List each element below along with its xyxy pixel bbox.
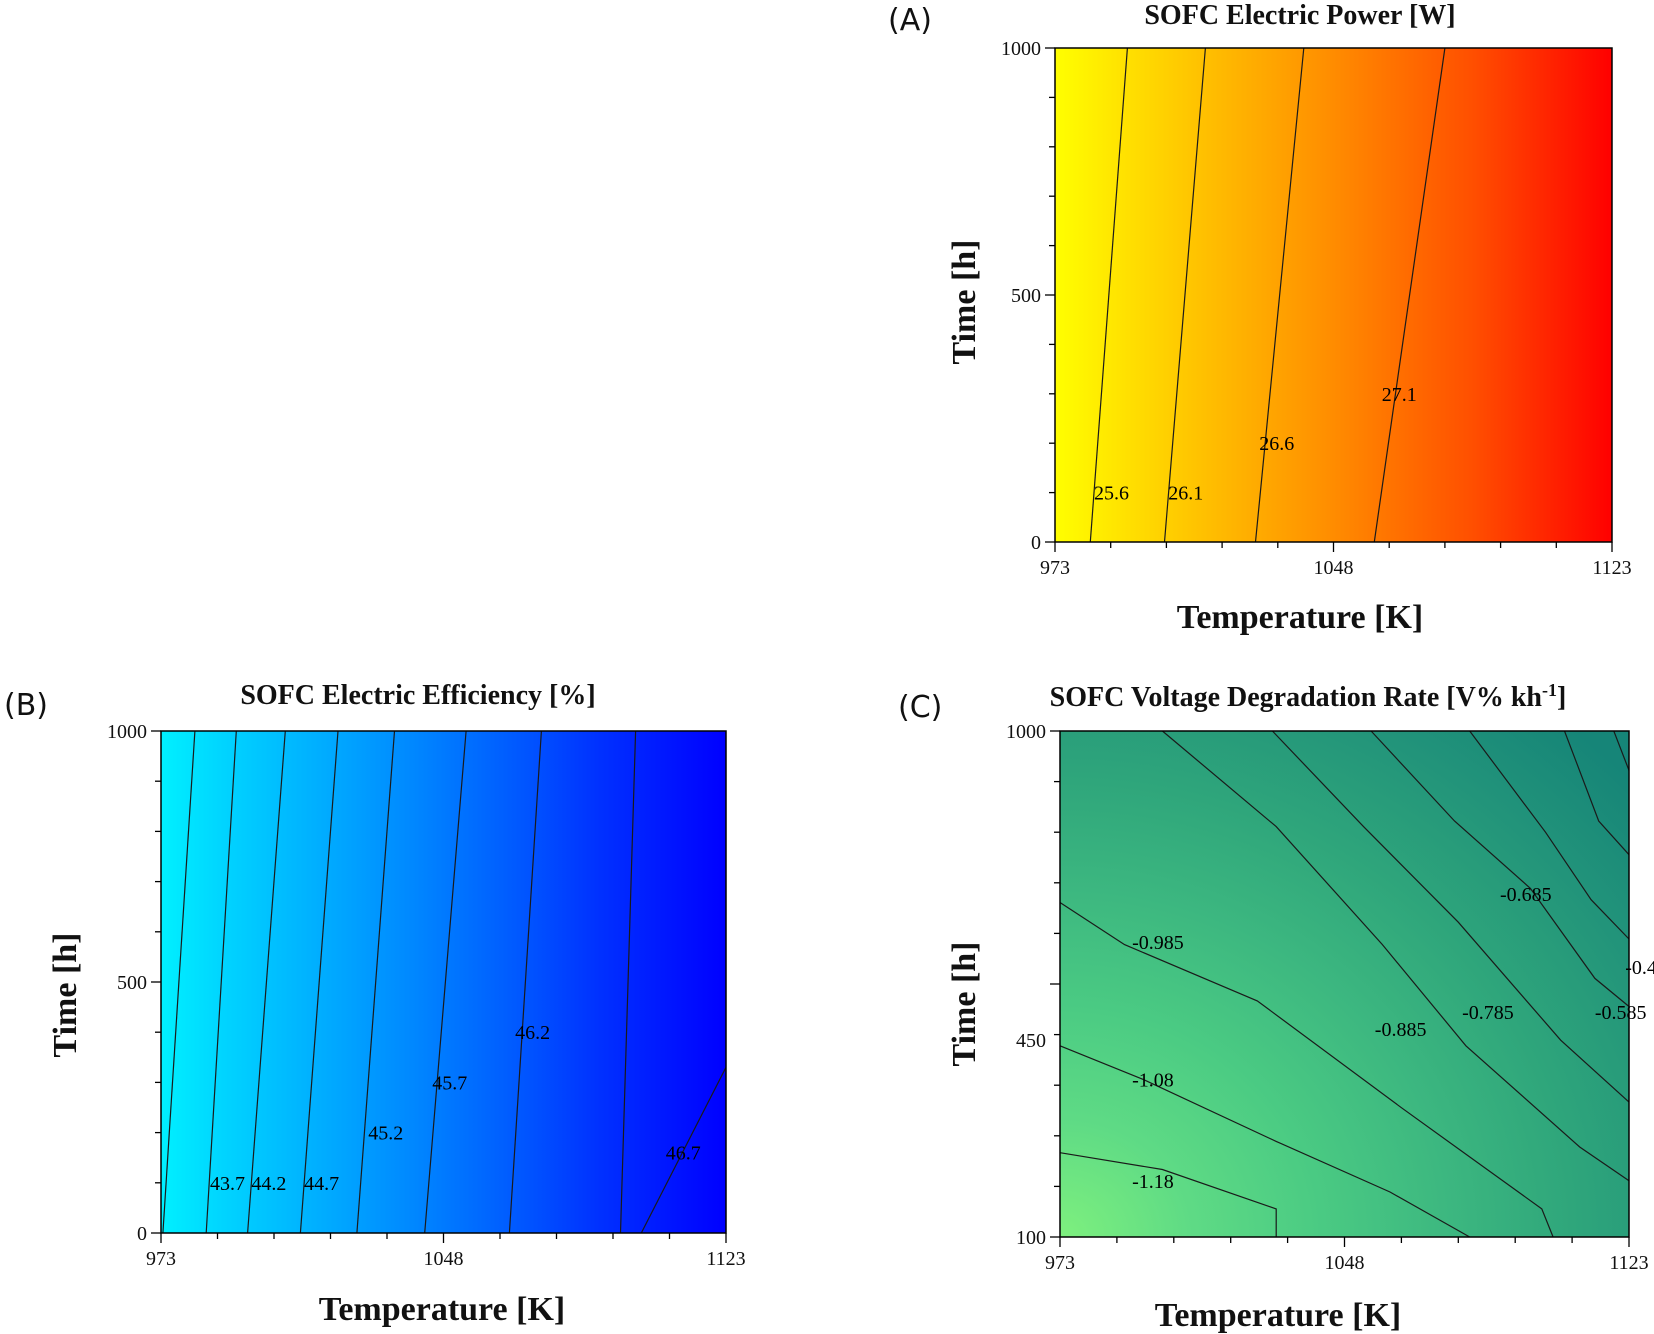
chart-title-b: SOFC Electric Efficiency [%] [240, 680, 595, 711]
contour-line [640, 1067, 727, 1234]
contour-line [356, 730, 396, 1234]
x-tick-label: 973 [146, 1248, 176, 1270]
contour-label: -1.18 [1132, 1171, 1174, 1193]
panel-c: (C) SOFC Voltage Degradation Rate [V% kh… [898, 680, 1654, 1334]
contour-line [1370, 730, 1630, 1007]
y-axis-label-b: Time [h] [47, 933, 84, 1058]
chart-title-a: SOFC Electric Power [W] [1144, 0, 1455, 31]
contour-field [1060, 731, 1629, 1237]
panel-label-b: (B) [4, 688, 48, 723]
contour-label: 43.7 [210, 1173, 245, 1195]
contour-label: -0.785 [1462, 1002, 1514, 1024]
x-axis-label-b: Temperature [K] [319, 1291, 565, 1328]
contour-line [1254, 47, 1305, 543]
contour-label: -0.48 [1625, 957, 1654, 979]
chart-title-c: SOFC Voltage Degradation Rate [V% kh-1] [1050, 680, 1567, 713]
contour-label: 26.1 [1168, 483, 1203, 505]
y-tick-label: 450 [1016, 1030, 1046, 1052]
contour-line [1469, 730, 1630, 940]
panel-b: (B) SOFC Electric Efficiency [%] 43.7 44.… [4, 680, 746, 1328]
contour-line [205, 730, 237, 1234]
contour-line [1613, 730, 1630, 771]
contour-line [1089, 47, 1128, 543]
contour-label: 44.7 [304, 1173, 339, 1195]
y-tick-label: 1000 [1006, 721, 1046, 743]
x-tick-label: 1048 [1325, 1252, 1365, 1274]
y-tick-label: 500 [1011, 285, 1041, 307]
contour-label: 46.7 [666, 1143, 701, 1165]
contour-label: 45.7 [432, 1072, 467, 1094]
contour-field [161, 731, 726, 1233]
contour-label: 45.2 [368, 1123, 403, 1145]
contour-label: 25.6 [1094, 483, 1129, 505]
x-tick-label: 1048 [1314, 557, 1354, 579]
contour-line [424, 730, 467, 1234]
x-tick-label: 1048 [424, 1248, 464, 1270]
contour-line [1163, 47, 1206, 543]
chart-title-c-main: SOFC Voltage Degradation Rate [V% kh [1050, 682, 1543, 713]
x-axis-label-c: Temperature [K] [1155, 1297, 1401, 1334]
contour-label: -0.685 [1500, 884, 1552, 906]
x-tick-label: 1123 [1609, 1252, 1648, 1274]
x-tick-label: 973 [1040, 557, 1070, 579]
y-tick-label: 1000 [1001, 38, 1041, 60]
contour-line [1373, 47, 1446, 543]
contour-line [1162, 730, 1630, 1182]
y-tick-label: 1000 [107, 721, 147, 743]
y-tick-label: 0 [1031, 532, 1041, 554]
y-tick-label: 500 [117, 972, 147, 994]
chart-title-c-suffix: ] [1557, 682, 1566, 713]
contour-field [1055, 48, 1612, 542]
contour-line [162, 730, 196, 1234]
contour-label: 26.6 [1259, 433, 1294, 455]
x-tick-label: 1123 [706, 1248, 745, 1270]
contour-line [619, 730, 637, 1234]
panel-label-a: (A) [888, 3, 932, 38]
contour-line [1059, 901, 1554, 1238]
contour-label: 46.2 [515, 1022, 550, 1044]
y-tick-label: 0 [137, 1223, 147, 1245]
contour-line [508, 730, 542, 1234]
contour-line [1059, 1045, 1470, 1238]
contour-label: -0.885 [1375, 1019, 1427, 1041]
x-axis-label-a: Temperature [K] [1177, 599, 1423, 636]
contour-label: 44.2 [251, 1173, 286, 1195]
plot-area-a: 25.6 26.1 26.6 27.1 973 1048 1123 0 500 1000 [1001, 38, 1632, 579]
y-axis-label-c: Time [h] [946, 942, 983, 1067]
contour-label: -0.985 [1132, 932, 1184, 954]
contour-label: 27.1 [1382, 384, 1417, 406]
contour-line [1563, 730, 1630, 856]
contour-label: -0.585 [1595, 1002, 1647, 1024]
contour-line [1059, 1152, 1277, 1237]
x-tick-label: 973 [1045, 1252, 1075, 1274]
x-tick-label: 1123 [1592, 557, 1631, 579]
plot-area-c: -1.18 -1.08 -0.985 -0.885 -0.785 -0.685 -0.585… [1006, 721, 1654, 1274]
contour-line [1271, 730, 1630, 1103]
plot-area-b: 43.7 44.2 44.7 45.2 45.7 46.2 46.7 973 1048 1123 0… [107, 721, 746, 1270]
panel-label-c: (C) [898, 690, 942, 725]
contour-line [299, 730, 339, 1234]
y-axis-label-a: Time [h] [946, 240, 983, 365]
chart-title-c-superscript: -1 [1542, 680, 1557, 700]
y-tick-label: 100 [1016, 1227, 1046, 1249]
contour-label: -1.08 [1132, 1070, 1174, 1092]
contour-line [247, 730, 286, 1234]
panel-a: (A) SOFC Electric Power [W] 25.6 26.1 26.6… [888, 0, 1632, 636]
